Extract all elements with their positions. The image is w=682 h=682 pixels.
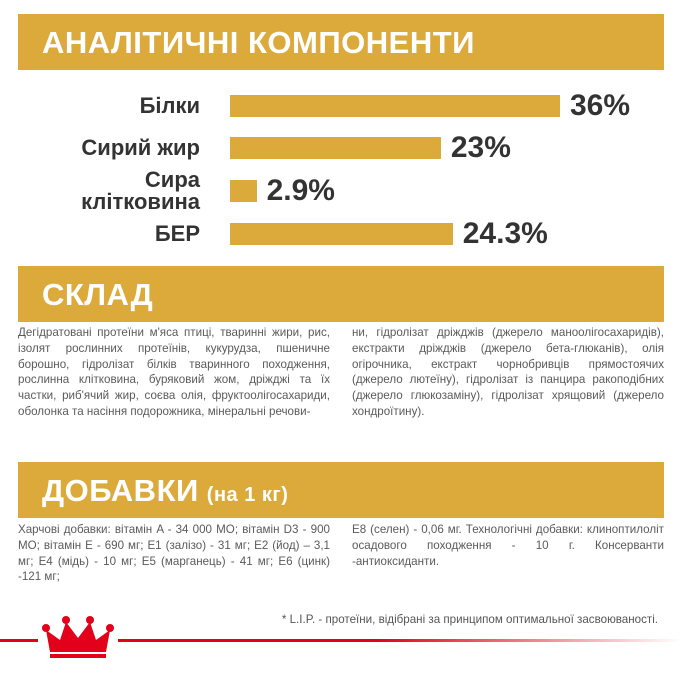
value-label: 2.9%	[266, 174, 335, 207]
header-band: АНАЛІТИЧНІ КОМПОНЕНТИ	[18, 14, 664, 70]
bar	[230, 223, 453, 245]
text-column: Дегідратовані протеїни м'яса птиці, твар…	[18, 326, 330, 418]
header-band: ДОБАВКИ (на 1 кг)	[18, 462, 664, 518]
section-title: СКЛАД	[42, 277, 154, 312]
logo	[38, 610, 118, 662]
value-label: 23%	[450, 131, 511, 164]
divider-line	[0, 639, 682, 642]
footnote: * L.I.P. - протеїни, відібрані за принци…	[281, 613, 658, 626]
section-title: АНАЛІТИЧНІ КОМПОНЕНТИ	[42, 25, 475, 60]
title-sub: (на 1 кг)	[206, 484, 289, 506]
text-column: E8 (селен) - 0,06 мг. Технологічні добав…	[352, 523, 664, 568]
row-label: Сирий жир	[81, 135, 200, 160]
bar	[230, 137, 441, 159]
text-column: Харчові добавки: вітамін A - 34 000 МО; …	[18, 523, 330, 584]
value-label: 36%	[570, 89, 631, 122]
section-title: ДОБАВКИ (на 1 кг)	[42, 462, 288, 524]
row-label: Білки	[139, 93, 200, 118]
bar	[230, 95, 560, 117]
header-band: СКЛАД	[18, 266, 664, 322]
bar	[230, 180, 257, 202]
row-label: БЕР	[154, 221, 200, 246]
value-label: 24.3%	[462, 217, 548, 250]
text-column: ни, гідролізат дріжджів (джерело маноолі…	[352, 326, 664, 418]
row-label: Сира клітковина	[81, 167, 200, 214]
title-text: ДОБАВКИ	[42, 473, 199, 508]
